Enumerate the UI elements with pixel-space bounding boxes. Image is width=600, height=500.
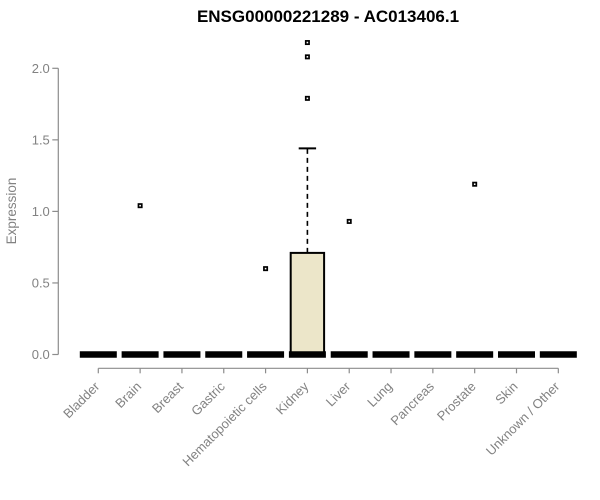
median-line bbox=[330, 351, 368, 358]
median-line bbox=[79, 351, 117, 358]
y-tick-label: 0.0 bbox=[32, 347, 50, 362]
outlier-point-center bbox=[306, 41, 309, 44]
x-tick-label: Kidney bbox=[273, 378, 312, 417]
median-line bbox=[121, 351, 159, 358]
median-line bbox=[539, 351, 577, 358]
outlier-point-center bbox=[306, 56, 309, 58]
median-line bbox=[372, 351, 410, 358]
x-tick-label: Pancreas bbox=[388, 378, 438, 428]
y-tick-label: 1.0 bbox=[32, 204, 50, 219]
x-tick-label: Bladder bbox=[60, 378, 103, 421]
y-axis: 0.0 0.5 1.0 1.5 2.0 bbox=[32, 61, 59, 362]
x-tick-label: Skin bbox=[492, 379, 520, 407]
plot-area bbox=[79, 40, 577, 358]
outlier-point-center bbox=[264, 267, 267, 270]
y-tick-label: 2.0 bbox=[32, 61, 50, 76]
x-tick-label: Brain bbox=[112, 379, 144, 411]
chart-title: ENSG00000221289 - AC013406.1 bbox=[197, 7, 459, 26]
box bbox=[289, 251, 326, 356]
x-tick-label: Unknown / Other bbox=[483, 378, 563, 458]
outlier-point-center bbox=[306, 97, 309, 100]
median-line bbox=[456, 351, 494, 358]
median-line bbox=[205, 351, 243, 358]
y-tick-label: 1.5 bbox=[32, 132, 50, 147]
x-tick-label: Breast bbox=[149, 379, 186, 416]
median-line bbox=[498, 351, 535, 358]
median-line bbox=[247, 351, 285, 358]
x-tick-label: Liver bbox=[323, 378, 354, 409]
outlier-point-center bbox=[348, 220, 351, 223]
outlier-point-center bbox=[473, 183, 476, 186]
median-line bbox=[163, 351, 201, 358]
outlier-point-center bbox=[139, 204, 141, 207]
x-tick-label: Gastric bbox=[188, 378, 228, 418]
median-line bbox=[288, 351, 326, 358]
y-axis-title: Expression bbox=[4, 178, 19, 245]
x-tick-label: Lung bbox=[364, 379, 395, 410]
median-line bbox=[414, 351, 452, 358]
x-tick-label: Prostate bbox=[434, 379, 479, 424]
y-tick-label: 0.5 bbox=[32, 275, 50, 290]
